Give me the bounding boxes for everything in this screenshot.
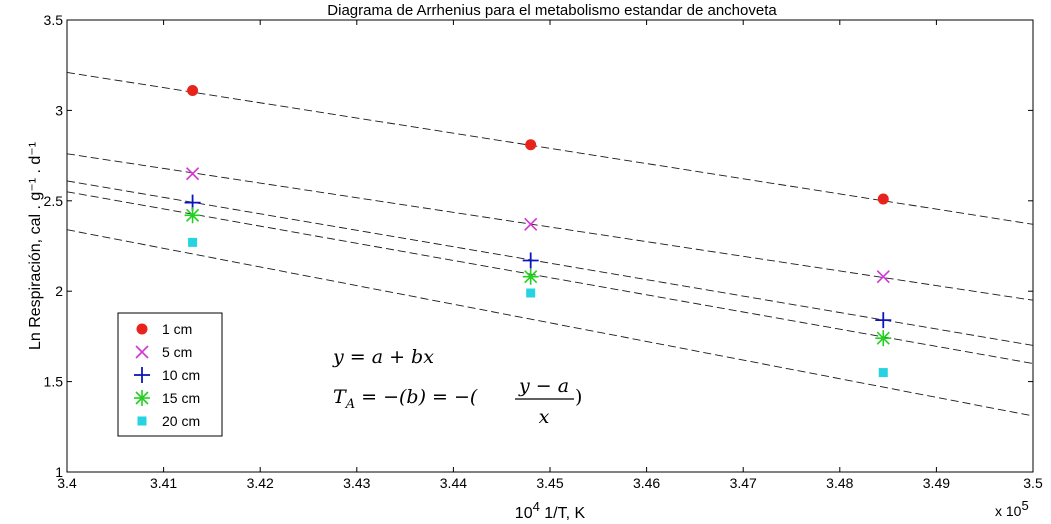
data-point — [525, 139, 537, 151]
fit-line — [66, 153, 1034, 301]
x-axis-label-rest: 1/T, K — [540, 505, 586, 522]
x-tick-label: 3.49 — [923, 475, 950, 491]
equation-block: y = a + bx TA = −(b) = −( y − a x ) — [332, 346, 582, 428]
legend-label: 20 cm — [162, 413, 200, 429]
x-axis-label-exp: 4 — [533, 499, 540, 514]
x-tick-label: 3.45 — [536, 475, 563, 491]
equation-fraction-numerator: y − a — [518, 375, 569, 397]
data-point — [522, 252, 539, 269]
y-tick-label: 1.5 — [44, 374, 64, 390]
data-point — [877, 193, 889, 205]
legend-label: 1 cm — [162, 321, 192, 337]
data-point — [186, 167, 200, 181]
x-tick-label: 3.41 — [150, 475, 177, 491]
legend: 1 cm 5 cm 10 cm 15 cm 20 cm — [117, 312, 223, 437]
legend-marker — [137, 416, 147, 426]
y-tick-label: 3.5 — [44, 12, 64, 28]
x-axis-label-base: 10 — [515, 505, 533, 522]
data-point — [875, 330, 892, 347]
x-tick-label: 3.4 — [57, 475, 77, 491]
data-point — [188, 237, 198, 247]
fit-line — [66, 191, 1034, 364]
y-tick-label: 2.5 — [44, 193, 64, 209]
x-tick-label: 3.46 — [633, 475, 660, 491]
y-tick-label: 3 — [55, 102, 63, 118]
y-axis-label: Ln Respiración, cal . g⁻¹ . d⁻¹ — [27, 142, 44, 350]
data-points — [184, 85, 892, 378]
legend-marker — [135, 345, 149, 359]
fit-line — [66, 229, 1034, 417]
legend-marker — [134, 390, 150, 406]
data-point — [878, 368, 888, 378]
chart-title: Diagrama de Arrhenius para el metabolism… — [327, 2, 777, 19]
legend-label: 10 cm — [162, 367, 200, 383]
y-tick-label: 2 — [55, 283, 63, 299]
axis-ticks: 3.4 3.41 3.42 3.43 3.44 3.45 3.46 3.47 3.48 3.49 3… — [44, 12, 1043, 491]
x-multiplier-exp: 5 — [1021, 498, 1028, 513]
equation-ta: TA = −(b) = −( — [333, 386, 478, 412]
x-tick-label: 3.43 — [343, 475, 370, 491]
plot-area — [66, 19, 1034, 473]
legend-label: 5 cm — [162, 344, 192, 360]
fit-lines — [66, 71, 1034, 417]
x-tick-label: 3.42 — [247, 475, 274, 491]
legend-marker — [134, 367, 150, 383]
x-multiplier: x 105 — [995, 498, 1029, 519]
x-multiplier-base: x 10 — [995, 503, 1022, 519]
x-axis-label: 104 1/T, K — [515, 499, 586, 522]
data-point — [526, 288, 536, 298]
y-tick-label: 1 — [55, 464, 63, 480]
x-tick-label: 3.5 — [1023, 475, 1043, 491]
x-tick-label: 3.44 — [440, 475, 467, 491]
equation-ta-mid: = −(b) = −( — [355, 386, 478, 408]
fit-line — [66, 71, 1034, 225]
data-point — [184, 207, 201, 224]
data-point — [524, 217, 538, 231]
x-tick-label: 3.48 — [826, 475, 853, 491]
fit-line — [66, 180, 1034, 346]
equation-linear: y = a + bx — [332, 346, 434, 368]
legend-items: 1 cm 5 cm 10 cm 15 cm 20 cm — [134, 321, 200, 429]
data-point — [522, 268, 539, 285]
data-point — [876, 270, 890, 284]
equation-fraction-denominator: x — [539, 406, 550, 428]
data-point — [875, 312, 892, 329]
x-tick-label: 3.47 — [730, 475, 757, 491]
legend-label: 15 cm — [162, 390, 200, 406]
equation-ta-sub: A — [345, 397, 355, 412]
legend-marker — [136, 323, 148, 335]
equation-ta-lhs: T — [333, 386, 347, 408]
data-point — [187, 85, 199, 97]
equation-close-paren: ) — [575, 386, 582, 408]
